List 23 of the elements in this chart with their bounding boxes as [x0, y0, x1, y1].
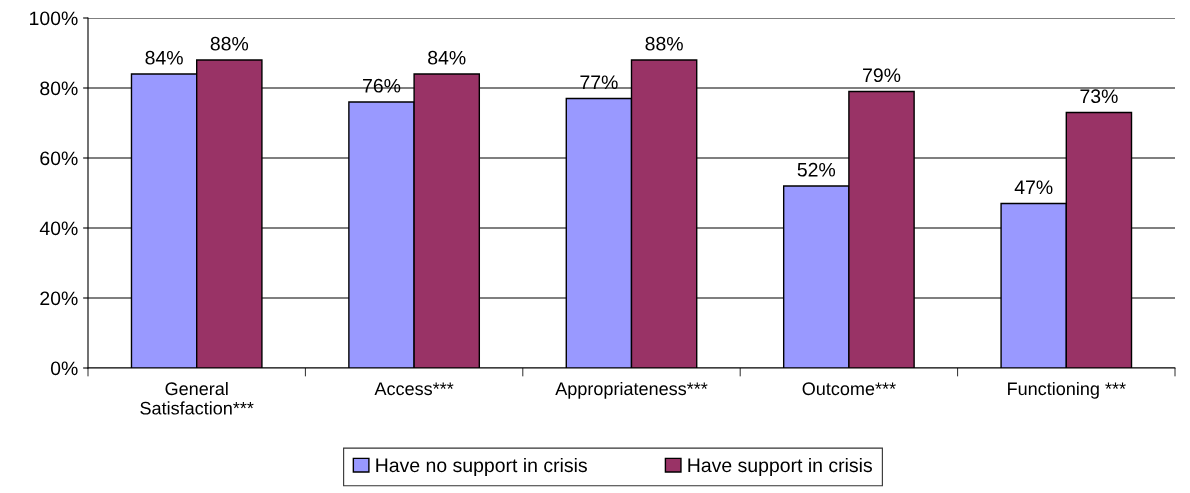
- y-tick-label: 100%: [30, 11, 78, 26]
- y-tick-label: 20%: [40, 291, 78, 306]
- y-tick-label: 0%: [50, 361, 78, 376]
- data-label: 76%: [363, 78, 401, 93]
- data-label: 79%: [863, 68, 901, 83]
- data-label: 73%: [1080, 89, 1118, 104]
- data-label: 52%: [797, 162, 836, 177]
- legend-label: Have no support in crisis: [376, 457, 587, 477]
- data-label: 84%: [428, 50, 466, 65]
- x-tick-label: Outcome***: [802, 382, 896, 396]
- data-label: 84%: [145, 50, 183, 65]
- data-label: 88%: [210, 36, 249, 51]
- data-label: 88%: [645, 36, 683, 51]
- data-label: 47%: [1014, 180, 1053, 195]
- y-tick-label: 80%: [40, 81, 78, 96]
- y-tick-label: 60%: [40, 151, 78, 166]
- legend-label: Have support in crisis: [688, 457, 872, 477]
- x-tick-label: General Satisfaction***: [140, 381, 254, 415]
- x-tick-label: Access***: [374, 382, 454, 396]
- data-label: 77%: [580, 75, 618, 90]
- x-tick-label: Appropriateness***: [555, 381, 708, 399]
- y-tick-label: 40%: [39, 221, 78, 236]
- x-tick-label: Functioning ***: [1008, 381, 1126, 399]
